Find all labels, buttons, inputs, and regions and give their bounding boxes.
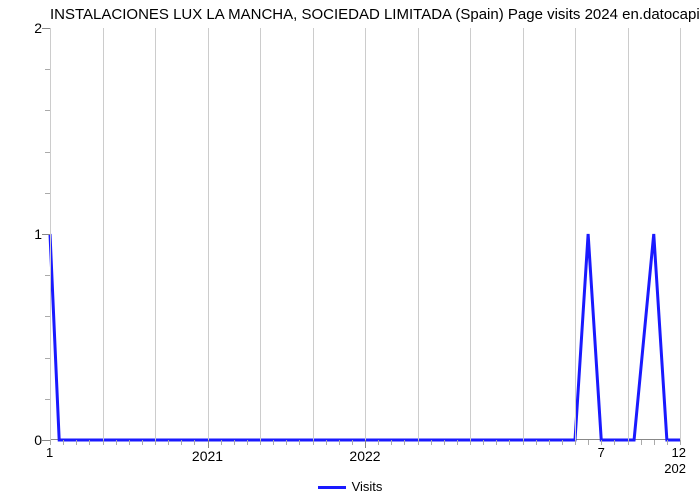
grid-line-vertical bbox=[523, 28, 524, 440]
x-minor-tick bbox=[63, 440, 64, 445]
y-tick-label: 0 bbox=[18, 432, 42, 448]
y-tick bbox=[42, 440, 50, 441]
x-minor-tick bbox=[142, 440, 143, 445]
x-minor-tick bbox=[313, 440, 314, 445]
x-minor-tick bbox=[339, 440, 340, 445]
x-minor-tick bbox=[509, 440, 510, 445]
grid-line-vertical bbox=[260, 28, 261, 440]
y-minor-tick bbox=[45, 193, 50, 194]
plot-area: 012202120227112202 bbox=[50, 28, 680, 440]
grid-line-vertical bbox=[103, 28, 104, 440]
grid-line-vertical bbox=[50, 28, 51, 440]
x-minor-tick bbox=[496, 440, 497, 445]
x-minor-tick bbox=[470, 440, 471, 445]
x-minor-tick bbox=[247, 440, 248, 445]
x-minor-tick bbox=[234, 440, 235, 445]
grid-line-vertical bbox=[680, 28, 681, 440]
grid-line-vertical bbox=[155, 28, 156, 440]
y-minor-tick bbox=[45, 358, 50, 359]
x-minor-tick bbox=[194, 440, 195, 445]
x-minor-tick bbox=[181, 440, 182, 445]
x-corner-right: 12 bbox=[672, 445, 686, 460]
grid-line-vertical bbox=[628, 28, 629, 440]
x-minor-tick bbox=[614, 440, 615, 445]
y-tick-label: 2 bbox=[18, 20, 42, 36]
x-minor-tick bbox=[404, 440, 405, 445]
legend: Visits bbox=[0, 479, 700, 494]
x-tick bbox=[208, 440, 209, 448]
x-minor-tick bbox=[391, 440, 392, 445]
x-minor-tick bbox=[286, 440, 287, 445]
x-corner-right-extra: 202 bbox=[664, 461, 686, 476]
x-minor-tick bbox=[536, 440, 537, 445]
grid-line-vertical bbox=[470, 28, 471, 440]
x-tick-label: 2022 bbox=[349, 448, 380, 464]
x-minor-tick bbox=[76, 440, 77, 445]
x-minor-tick bbox=[431, 440, 432, 445]
y-tick-label: 1 bbox=[18, 226, 42, 242]
x-minor-tick bbox=[588, 440, 589, 445]
x-minor-tick bbox=[168, 440, 169, 445]
y-minor-tick bbox=[45, 152, 50, 153]
x-corner-left: 1 bbox=[46, 445, 53, 460]
x-minor-tick bbox=[299, 440, 300, 445]
y-minor-tick bbox=[45, 69, 50, 70]
x-minor-tick bbox=[575, 440, 576, 445]
x-minor-tick bbox=[352, 440, 353, 445]
x-minor-tick bbox=[103, 440, 104, 445]
x-tick-label: 2021 bbox=[192, 448, 223, 464]
x-minor-tick bbox=[378, 440, 379, 445]
x-minor-tick bbox=[89, 440, 90, 445]
x-minor-tick bbox=[444, 440, 445, 445]
page-visits-chart: INSTALACIONES LUX LA MANCHA, SOCIEDAD LI… bbox=[0, 0, 700, 500]
x-minor-tick bbox=[667, 440, 668, 445]
x-minor-tick bbox=[129, 440, 130, 445]
y-minor-tick bbox=[45, 110, 50, 111]
x-minor-tick bbox=[221, 440, 222, 445]
x-minor-tick bbox=[418, 440, 419, 445]
x-minor-tick bbox=[273, 440, 274, 445]
x-minor-tick bbox=[628, 440, 629, 445]
x-aux-label: 7 bbox=[598, 445, 605, 460]
grid-line-vertical bbox=[208, 28, 209, 440]
legend-label: Visits bbox=[352, 479, 383, 494]
y-tick bbox=[42, 28, 50, 29]
y-minor-tick bbox=[45, 275, 50, 276]
grid-line-vertical bbox=[365, 28, 366, 440]
x-minor-tick bbox=[260, 440, 261, 445]
x-minor-tick bbox=[562, 440, 563, 445]
x-minor-tick bbox=[641, 440, 642, 445]
chart-title: INSTALACIONES LUX LA MANCHA, SOCIEDAD LI… bbox=[50, 6, 700, 23]
grid-line-vertical bbox=[575, 28, 576, 440]
x-minor-tick bbox=[155, 440, 156, 445]
y-minor-tick bbox=[45, 399, 50, 400]
legend-swatch bbox=[318, 486, 346, 489]
y-minor-tick bbox=[45, 316, 50, 317]
y-tick bbox=[42, 234, 50, 235]
x-minor-tick bbox=[654, 440, 655, 445]
x-minor-tick bbox=[483, 440, 484, 445]
x-minor-tick bbox=[523, 440, 524, 445]
x-minor-tick bbox=[457, 440, 458, 445]
x-minor-tick bbox=[549, 440, 550, 445]
x-minor-tick bbox=[116, 440, 117, 445]
grid-line-vertical bbox=[418, 28, 419, 440]
x-minor-tick bbox=[326, 440, 327, 445]
x-tick bbox=[365, 440, 366, 448]
grid-line-vertical bbox=[313, 28, 314, 440]
